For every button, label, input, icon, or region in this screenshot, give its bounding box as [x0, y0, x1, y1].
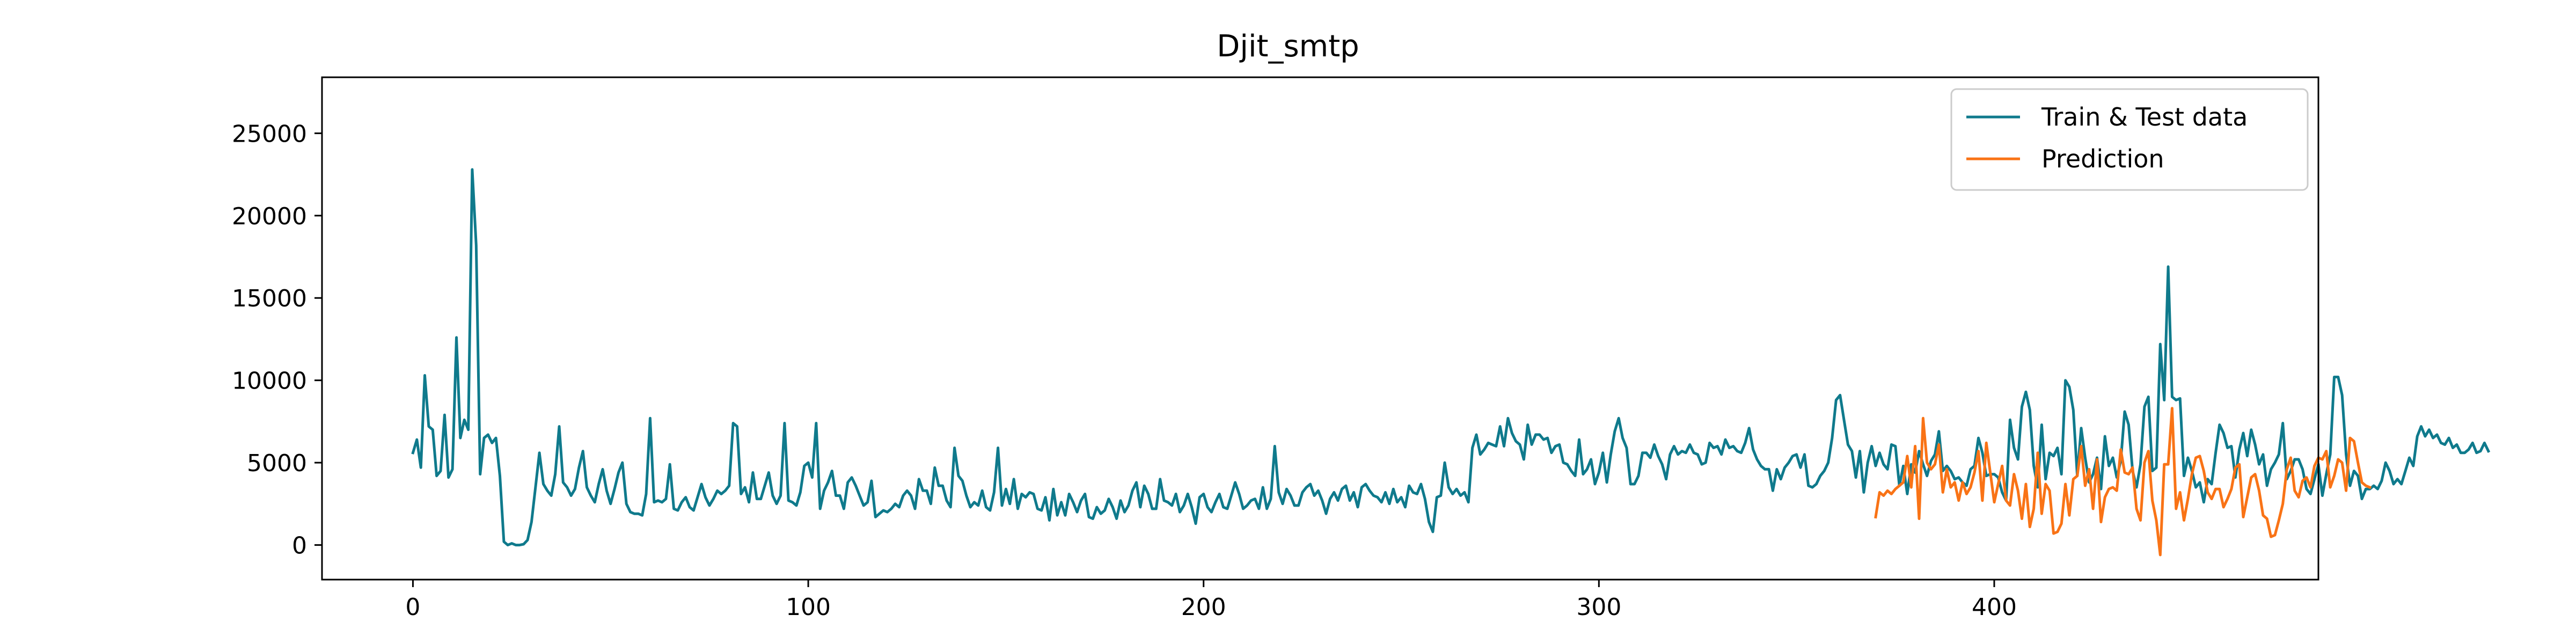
x-tick-label: 200: [1181, 594, 1226, 621]
x-axis: 0 100 200 300 400: [405, 580, 2017, 621]
legend-label-1: Train & Test data: [2041, 103, 2248, 131]
legend-label-2: Prediction: [2041, 144, 2164, 173]
x-tick-label: 300: [1576, 594, 1621, 621]
y-tick-label: 0: [292, 532, 307, 560]
y-axis: 0 5000 10000 15000 20000 25000: [232, 120, 322, 560]
legend: Train & Test data Prediction: [1950, 88, 2309, 191]
x-tick-label: 0: [405, 594, 420, 621]
series-layer: [411, 168, 2491, 557]
x-tick-label: 400: [1972, 594, 2017, 621]
series-line-2: [1874, 407, 2372, 557]
y-tick-label: 10000: [232, 368, 307, 395]
y-tick-label: 5000: [247, 450, 307, 477]
y-tick-label: 25000: [232, 120, 307, 148]
series-line-1: [411, 168, 2491, 547]
x-tick-label: 100: [786, 594, 831, 621]
plot-frame: [321, 76, 2319, 581]
y-tick-label: 15000: [232, 285, 307, 312]
chart-title: Djit_smtp: [1217, 29, 1359, 64]
legend-box: [1950, 88, 2309, 191]
y-tick-label: 20000: [232, 203, 307, 230]
